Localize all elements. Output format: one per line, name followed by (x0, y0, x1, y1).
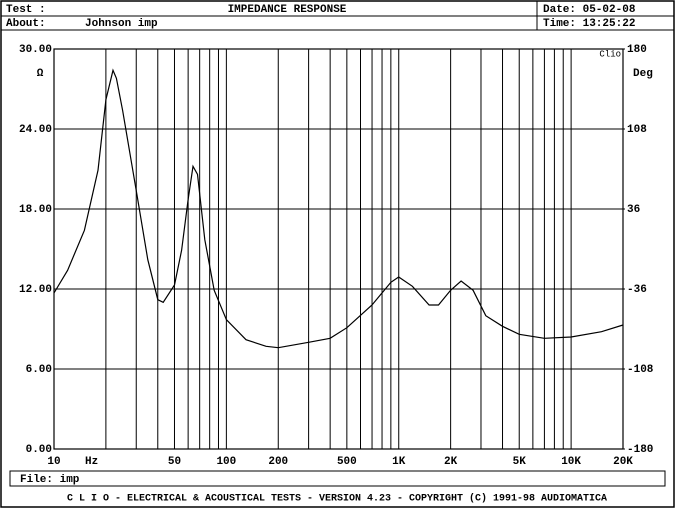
impedance-curve (53, 68, 624, 349)
about: Johnson imp (85, 18, 158, 30)
y2-tick-label: 180 (627, 44, 647, 56)
about-label: About: (6, 18, 46, 30)
x-tick-label: 2K (444, 456, 458, 468)
y2-tick-label: -36 (627, 284, 647, 296)
y2-tick-label: 108 (627, 124, 647, 136)
y-tick-label: 24.00 (19, 124, 52, 136)
y2-tick-label: 36 (627, 204, 640, 216)
x-tick-label: 10K (561, 456, 581, 468)
x-tick-label: 200 (268, 456, 288, 468)
plot-frame (53, 48, 624, 450)
y-unit: Ω (37, 68, 44, 80)
x-unit: Hz (85, 456, 98, 468)
x-tick-label: 10 (47, 456, 60, 468)
date: Date: 05-02-08 (543, 4, 636, 16)
y-tick-label: 0.00 (26, 444, 52, 456)
test-label: Test : (6, 4, 46, 16)
x-tick-label: 50 (168, 456, 181, 468)
x-tick-label: 5K (513, 456, 527, 468)
chart-title: IMPEDANCE RESPONSE (228, 4, 347, 16)
y-tick-label: 12.00 (19, 284, 52, 296)
x-tick-label: 500 (337, 456, 357, 468)
y2-tick-label: -108 (627, 364, 654, 376)
x-tick-label: 100 (216, 456, 236, 468)
footer: C L I O - ELECTRICAL & ACOUSTICAL TESTS … (67, 493, 607, 505)
file-box (9, 470, 666, 487)
file: File: imp (20, 474, 80, 486)
y2-unit: Deg (633, 68, 653, 80)
y2-tick-label: -180 (627, 444, 653, 456)
y-tick-label: 30.00 (19, 44, 52, 56)
y-tick-label: 6.00 (26, 364, 52, 376)
clio-badge: Clio (599, 49, 621, 59)
x-tick-label: 1K (392, 456, 406, 468)
x-tick-label: 20K (613, 456, 633, 468)
y-tick-label: 18.00 (19, 204, 52, 216)
time: Time: 13:25:22 (543, 18, 635, 30)
